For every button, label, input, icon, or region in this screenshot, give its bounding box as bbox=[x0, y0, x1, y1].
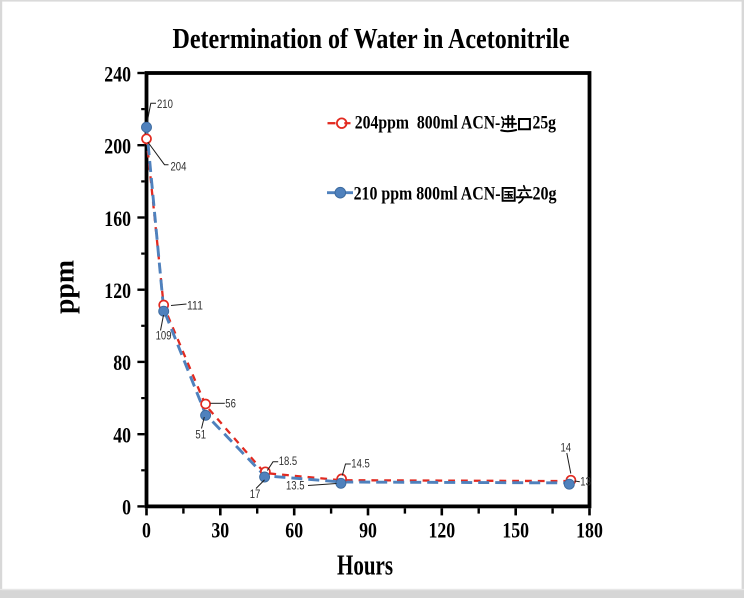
svg-text:160: 160 bbox=[104, 206, 131, 231]
svg-text:180: 180 bbox=[576, 518, 603, 543]
svg-text:120: 120 bbox=[104, 278, 131, 303]
svg-text:Hours: Hours bbox=[337, 551, 393, 582]
svg-text:80: 80 bbox=[113, 350, 131, 375]
svg-text:14.5: 14.5 bbox=[351, 457, 370, 471]
svg-text:30: 30 bbox=[211, 518, 229, 543]
svg-text:25g: 25g bbox=[533, 112, 557, 133]
svg-text:0: 0 bbox=[142, 518, 151, 543]
svg-text:200: 200 bbox=[104, 134, 131, 159]
svg-text:210 ppm 800ml ACN-: 210 ppm 800ml ACN- bbox=[354, 183, 501, 204]
svg-text:51: 51 bbox=[195, 428, 206, 442]
svg-text:13: 13 bbox=[580, 474, 591, 488]
svg-text:40: 40 bbox=[113, 423, 131, 448]
svg-text:90: 90 bbox=[359, 518, 377, 543]
svg-text:18.5: 18.5 bbox=[279, 454, 298, 468]
svg-text:210: 210 bbox=[157, 97, 173, 111]
svg-text:204ppm 800ml ACN-: 204ppm 800ml ACN- bbox=[355, 112, 501, 133]
svg-text:56: 56 bbox=[225, 397, 236, 411]
svg-text:204: 204 bbox=[171, 160, 187, 174]
svg-text:120: 120 bbox=[428, 518, 455, 543]
svg-text:0: 0 bbox=[122, 495, 131, 520]
svg-text:60: 60 bbox=[285, 518, 303, 543]
svg-text:20g: 20g bbox=[533, 183, 557, 204]
svg-text:14: 14 bbox=[561, 440, 572, 454]
svg-text:150: 150 bbox=[502, 518, 529, 543]
svg-text:111: 111 bbox=[187, 299, 203, 313]
svg-text:Determination of Water in Acet: Determination of Water in Acetonitrile bbox=[173, 23, 570, 55]
svg-text:ppm: ppm bbox=[49, 260, 81, 314]
svg-text:240: 240 bbox=[104, 61, 131, 86]
svg-text:17: 17 bbox=[250, 487, 261, 501]
svg-text:13.5: 13.5 bbox=[286, 478, 305, 492]
svg-text:109: 109 bbox=[156, 329, 172, 343]
